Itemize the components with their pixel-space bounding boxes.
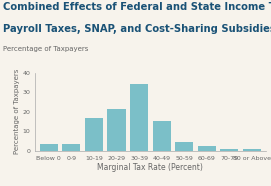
Bar xyxy=(62,144,80,151)
Bar xyxy=(243,149,261,151)
Bar xyxy=(40,144,58,151)
X-axis label: Marginal Tax Rate (Percent): Marginal Tax Rate (Percent) xyxy=(98,163,203,172)
Y-axis label: Percentage of Taxpayers: Percentage of Taxpayers xyxy=(14,69,20,154)
Bar xyxy=(85,118,103,151)
Bar xyxy=(175,142,193,151)
Bar xyxy=(153,121,171,151)
Text: Percentage of Taxpayers: Percentage of Taxpayers xyxy=(3,46,88,52)
Text: Payroll Taxes, SNAP, and Cost-Sharing Subsidies: Payroll Taxes, SNAP, and Cost-Sharing Su… xyxy=(3,24,271,34)
Bar xyxy=(108,109,125,151)
Bar xyxy=(220,149,238,151)
Text: Combined Effects of Federal and State Income Taxes,: Combined Effects of Federal and State In… xyxy=(3,2,271,12)
Bar xyxy=(130,84,148,151)
Bar xyxy=(198,146,216,151)
